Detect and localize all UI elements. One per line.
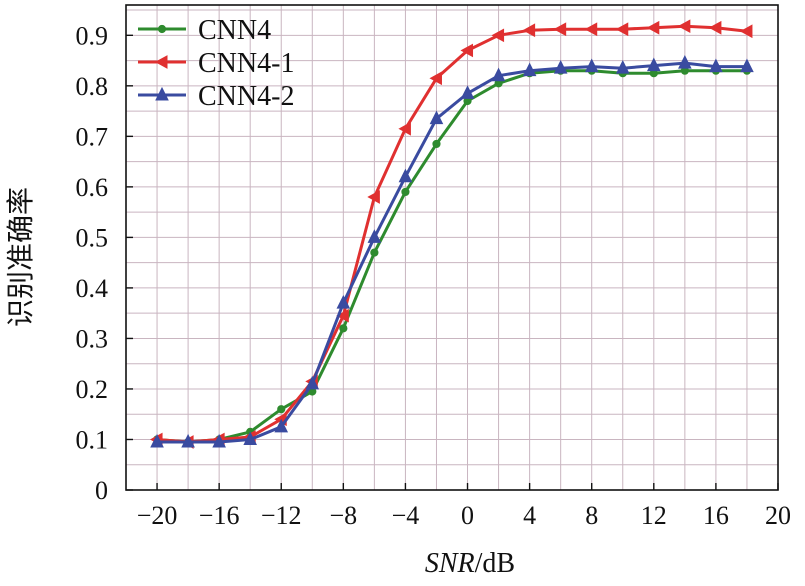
x-axis-title-unit: /dB xyxy=(475,548,515,579)
data-point xyxy=(339,324,348,333)
data-point xyxy=(678,54,692,69)
data-point xyxy=(708,20,722,35)
legend-entry: CNN4-1 xyxy=(138,48,294,79)
data-point xyxy=(646,20,660,35)
x-tick-label: −4 xyxy=(392,501,420,530)
data-point xyxy=(491,67,506,82)
plot-frame xyxy=(125,4,779,491)
data-point xyxy=(584,22,598,37)
x-tick-label: −8 xyxy=(329,501,357,530)
y-axis-title: 识别准确率 xyxy=(5,187,37,327)
y-tick-label: 0.6 xyxy=(76,173,109,202)
data-point xyxy=(367,229,382,243)
x-tick-label: 12 xyxy=(641,501,667,530)
data-point xyxy=(305,375,320,390)
x-tick-label: 16 xyxy=(703,501,729,530)
tick-labels: −20 −16 −12 −8 −4 0 4 8 12 16 20 0 0.1 0.2 0.3 0.4 0.5 0.… xyxy=(76,21,792,530)
y-tick-label: 0.8 xyxy=(76,72,109,101)
data-point xyxy=(615,22,629,37)
data-point xyxy=(677,19,691,34)
x-tick-label: −12 xyxy=(261,501,302,530)
legend-swatch-marker xyxy=(157,24,167,34)
x-tick-label: 20 xyxy=(765,501,791,530)
data-point xyxy=(277,405,286,414)
data-point xyxy=(398,121,411,136)
legend-label: CNN4 xyxy=(198,15,271,46)
data-point xyxy=(212,433,226,448)
series-lines xyxy=(150,19,754,449)
y-tick-label: 0.1 xyxy=(76,425,109,454)
data-point xyxy=(398,168,413,183)
x-tick-label: 8 xyxy=(585,501,598,530)
y-tick-label: 0.4 xyxy=(76,274,109,303)
data-point xyxy=(370,248,379,257)
axes xyxy=(125,4,779,491)
data-point xyxy=(336,308,349,323)
data-point xyxy=(336,294,351,309)
data-point xyxy=(709,58,723,73)
x-axis-title-var: SNR xyxy=(425,548,475,579)
data-point xyxy=(491,28,505,43)
x-tick-label: 0 xyxy=(461,501,474,530)
data-point xyxy=(401,187,410,197)
series-line xyxy=(157,61,747,444)
legend-label: CNN4-2 xyxy=(198,81,294,112)
y-tick-label: 0.3 xyxy=(76,324,109,353)
y-tick-label: 0.9 xyxy=(76,21,109,50)
data-point xyxy=(522,62,537,77)
data-point xyxy=(522,23,536,38)
series-line xyxy=(156,69,747,444)
data-point xyxy=(432,139,441,149)
data-point xyxy=(584,58,599,73)
legend-swatch-marker xyxy=(155,86,169,101)
data-point xyxy=(460,43,474,58)
data-point xyxy=(274,418,289,433)
data-point xyxy=(740,58,754,73)
data-point xyxy=(150,433,164,448)
y-tick-label: 0.7 xyxy=(76,122,109,151)
y-tick-label: 0.2 xyxy=(76,375,109,404)
data-point xyxy=(615,60,630,74)
data-point xyxy=(429,71,442,86)
x-tick-label: 4 xyxy=(523,501,536,530)
legend-entry: CNN4 xyxy=(138,15,271,46)
data-point xyxy=(739,24,753,39)
data-point xyxy=(429,110,444,125)
legend-swatch-marker xyxy=(154,55,168,69)
data-point xyxy=(181,433,195,448)
series-cnn4-2 xyxy=(150,54,754,448)
x-axis-title: SNR/dB xyxy=(425,548,515,579)
data-point xyxy=(647,57,661,72)
x-tick-label: −20 xyxy=(137,501,178,530)
x-tick-label: −16 xyxy=(199,501,240,530)
y-tick-label: 0 xyxy=(95,476,108,505)
data-point xyxy=(243,431,257,445)
legend-entry: CNN4-2 xyxy=(138,81,294,112)
data-point xyxy=(553,60,568,74)
data-point xyxy=(553,22,567,37)
y-tick-label: 0.5 xyxy=(76,223,109,252)
legend-label: CNN4-1 xyxy=(198,48,294,79)
data-point xyxy=(460,85,475,99)
data-point xyxy=(367,190,380,204)
